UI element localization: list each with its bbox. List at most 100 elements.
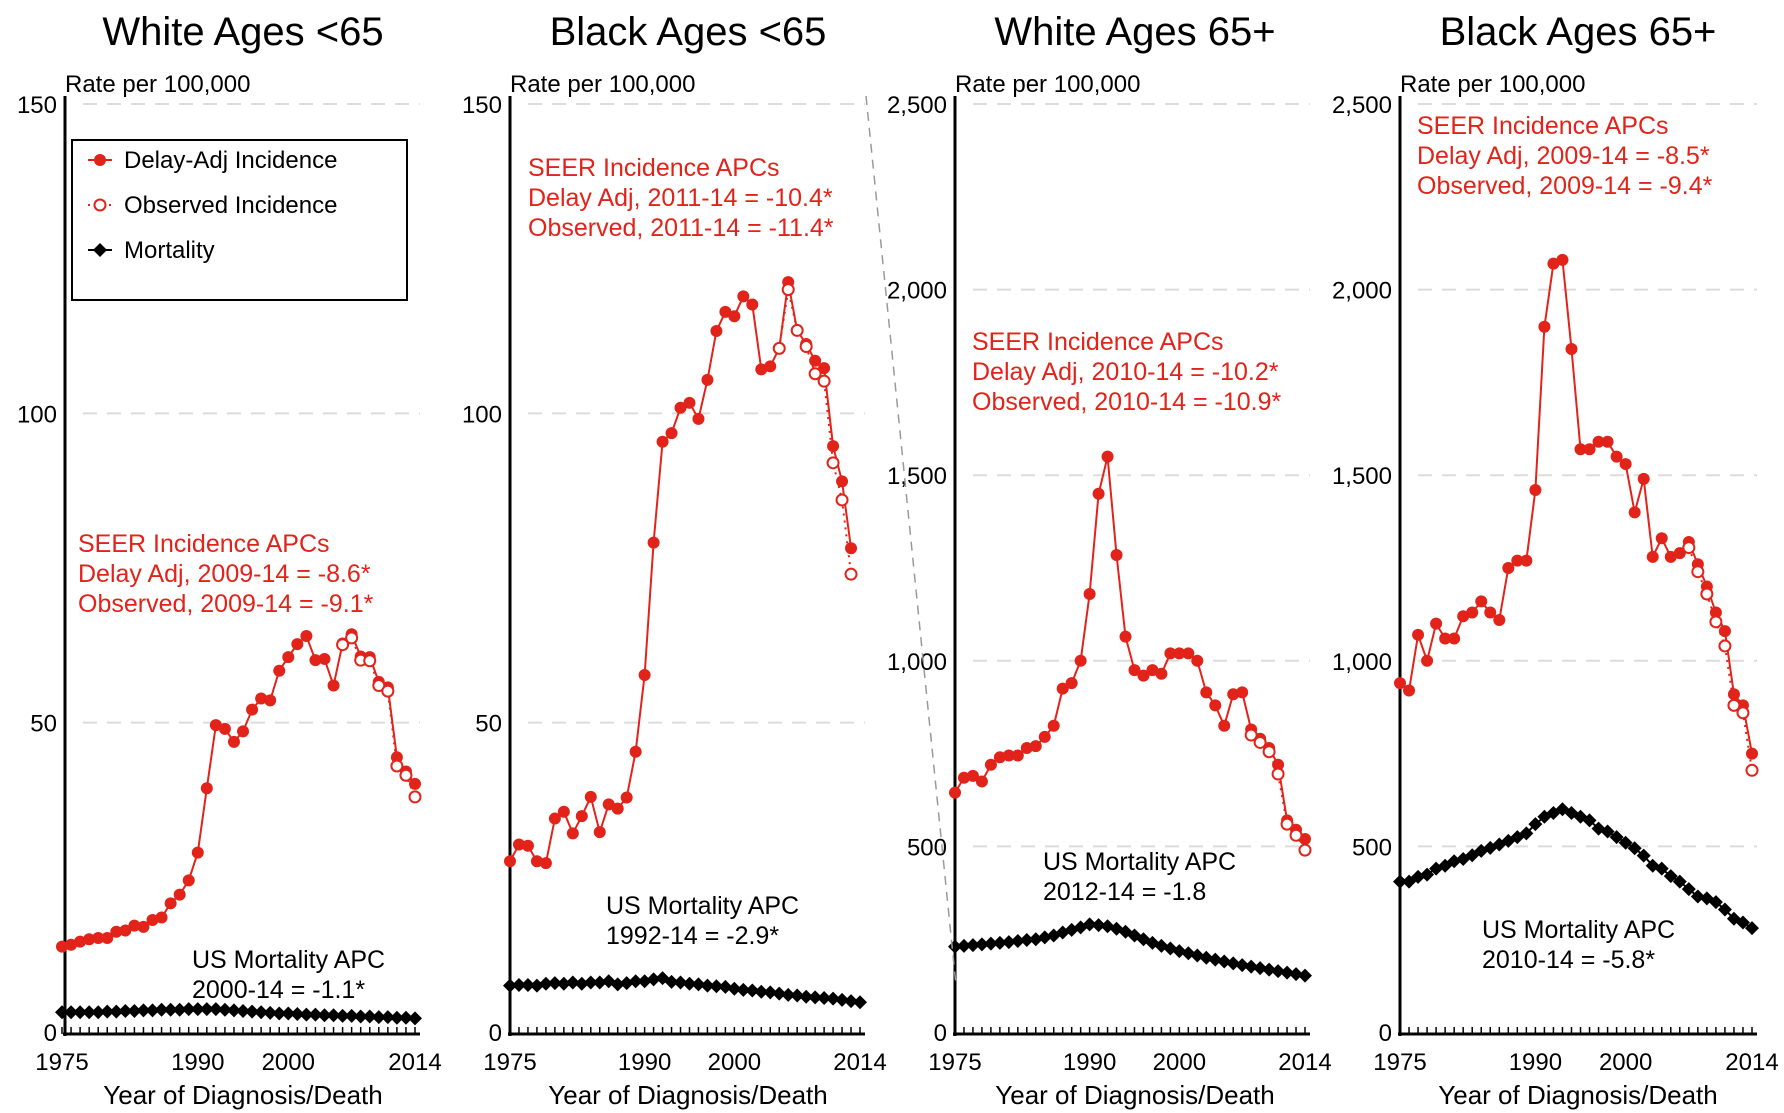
mortality-point: [1091, 918, 1106, 933]
y-tick-label: 0: [934, 1020, 947, 1047]
mortality-point: [835, 992, 850, 1007]
mortality-point: [380, 1010, 395, 1025]
mortality-point: [100, 1004, 115, 1019]
delay-adj-incidence-point: [1074, 654, 1087, 667]
delay-adj-incidence-point: [1020, 742, 1033, 755]
y-tick-label: 1,500: [1332, 463, 1392, 490]
delay-adj-incidence-point: [1403, 684, 1416, 697]
mortality-point: [389, 1010, 404, 1025]
delay-adj-incidence-point: [155, 911, 168, 924]
delay-adj-incidence-point: [692, 412, 705, 425]
delay-adj-incidence-point: [1511, 554, 1524, 567]
mortality-point: [1420, 867, 1435, 882]
delay-adj-incidence-point: [1092, 487, 1105, 500]
delay-adj-incidence-point: [638, 669, 651, 682]
incidence-apc-annotation: SEER Incidence APCs: [528, 154, 780, 182]
y-tick-label: 0: [489, 1020, 502, 1047]
legend: Delay-Adj Incidence Observed Incidence Mor…: [71, 139, 408, 301]
mortality-point: [236, 1003, 251, 1018]
mortality-point: [619, 976, 634, 991]
incidence-apc-annotation: Delay Adj, 2011-14 = -10.4*: [528, 184, 833, 212]
y-axis-label: Rate per 100,000: [510, 71, 695, 98]
delay-adj-incidence-point: [1038, 730, 1051, 743]
mortality-point: [1582, 813, 1597, 828]
y-tick-label: 100: [462, 401, 502, 428]
observed-incidence-point: [844, 567, 858, 581]
mortality-point: [1663, 869, 1678, 884]
observed-incidence-point: [1745, 763, 1759, 777]
delay-adj-incidence-point: [246, 703, 259, 716]
mortality-point: [1600, 824, 1615, 839]
mortality-point: [326, 1008, 341, 1023]
observed-incidence-point: [1682, 541, 1696, 555]
delay-adj-incidence-point: [557, 805, 570, 818]
delay-adj-incidence-point: [584, 790, 597, 803]
mortality-point: [1528, 817, 1543, 832]
delay-adj-incidence-point: [1002, 749, 1015, 762]
mortality-point: [127, 1003, 142, 1018]
delay-adj-incidence-point: [949, 786, 961, 799]
delay-adj-incidence-point: [255, 692, 268, 705]
delay-adj-incidence-point: [548, 812, 561, 825]
delay-adj-incidence-point: [1421, 654, 1434, 667]
delay-adj-incidence-point: [1610, 450, 1623, 463]
y-tick-label: 0: [44, 1020, 57, 1047]
mortality-point: [190, 1002, 205, 1017]
observed-incidence-point: [381, 684, 395, 698]
observed-incidence-point: [1718, 639, 1732, 653]
mortality-apc-annotation: US Mortality APC: [606, 892, 799, 920]
scale-divider: [865, 95, 957, 986]
mortality-point: [682, 976, 697, 991]
y-tick-label: 50: [475, 711, 502, 738]
mortality-point: [781, 987, 796, 1002]
mortality-point: [226, 1003, 241, 1018]
delay-adj-incidence-point: [309, 654, 322, 667]
mortality-point: [1037, 930, 1052, 945]
mortality-apc-annotation: 2000-14 = -1.1*: [192, 976, 365, 1004]
delay-adj-incidence-point: [710, 325, 723, 338]
delay-adj-incidence-point: [504, 855, 516, 868]
delay-adj-incidence-point: [318, 652, 331, 665]
observed-incidence-point: [772, 341, 786, 355]
panel-title: Black Ages <65: [550, 10, 827, 54]
delay-adj-incidence-point: [1236, 686, 1249, 699]
mortality-point: [637, 974, 652, 989]
observed-incidence-point: [826, 456, 840, 470]
delay-adj-incidence-point: [845, 542, 858, 555]
delay-adj-incidence-point: [74, 935, 87, 948]
mortality-point: [1717, 902, 1732, 917]
delay-adj-incidence-point: [1493, 613, 1506, 626]
delay-adj-incidence-point: [809, 354, 822, 367]
delay-adj-incidence-point: [1430, 617, 1443, 630]
y-tick-label: 150: [17, 92, 57, 119]
legend-entry: Observed Incidence: [124, 192, 337, 219]
observed-incidence-point: [1244, 728, 1258, 742]
x-tick-label: 2000: [262, 1049, 315, 1076]
observed-incidence-point: [363, 654, 377, 668]
delay-adj-incidence-point: [530, 855, 543, 868]
mortality-point: [520, 977, 535, 992]
x-tick-label: 1990: [171, 1049, 224, 1076]
mortality-point: [1672, 874, 1687, 889]
delay-adj-incidence-point: [1547, 257, 1560, 270]
mortality-point: [55, 1005, 69, 1020]
observed-incidence-point: [790, 323, 804, 337]
observed-incidence-point: [1298, 843, 1312, 857]
delay-adj-incidence-point: [1556, 253, 1569, 266]
delay-adj-incidence-point: [737, 290, 750, 303]
mortality-point: [1298, 968, 1312, 983]
mortality-point: [290, 1007, 305, 1022]
observed-incidence-point: [817, 374, 831, 388]
mortality-point: [1745, 921, 1759, 936]
delay-adj-incidence-point: [521, 839, 534, 852]
x-tick-label: 1990: [1063, 1049, 1116, 1076]
mortality-point: [772, 986, 787, 1001]
panel-2: Black Ages <65 Rate per 100,000 0 50 100 150 1…: [462, 10, 887, 1110]
delay-adj-incidence-line: [954, 456, 1306, 840]
delay-adj-incidence-point: [1182, 647, 1195, 660]
mortality-point: [763, 985, 778, 1000]
observed-incidence-point: [1280, 817, 1294, 831]
mortality-point: [118, 1003, 133, 1018]
delay-adj-incidence-point: [218, 722, 231, 735]
observed-incidence-point: [390, 759, 404, 773]
